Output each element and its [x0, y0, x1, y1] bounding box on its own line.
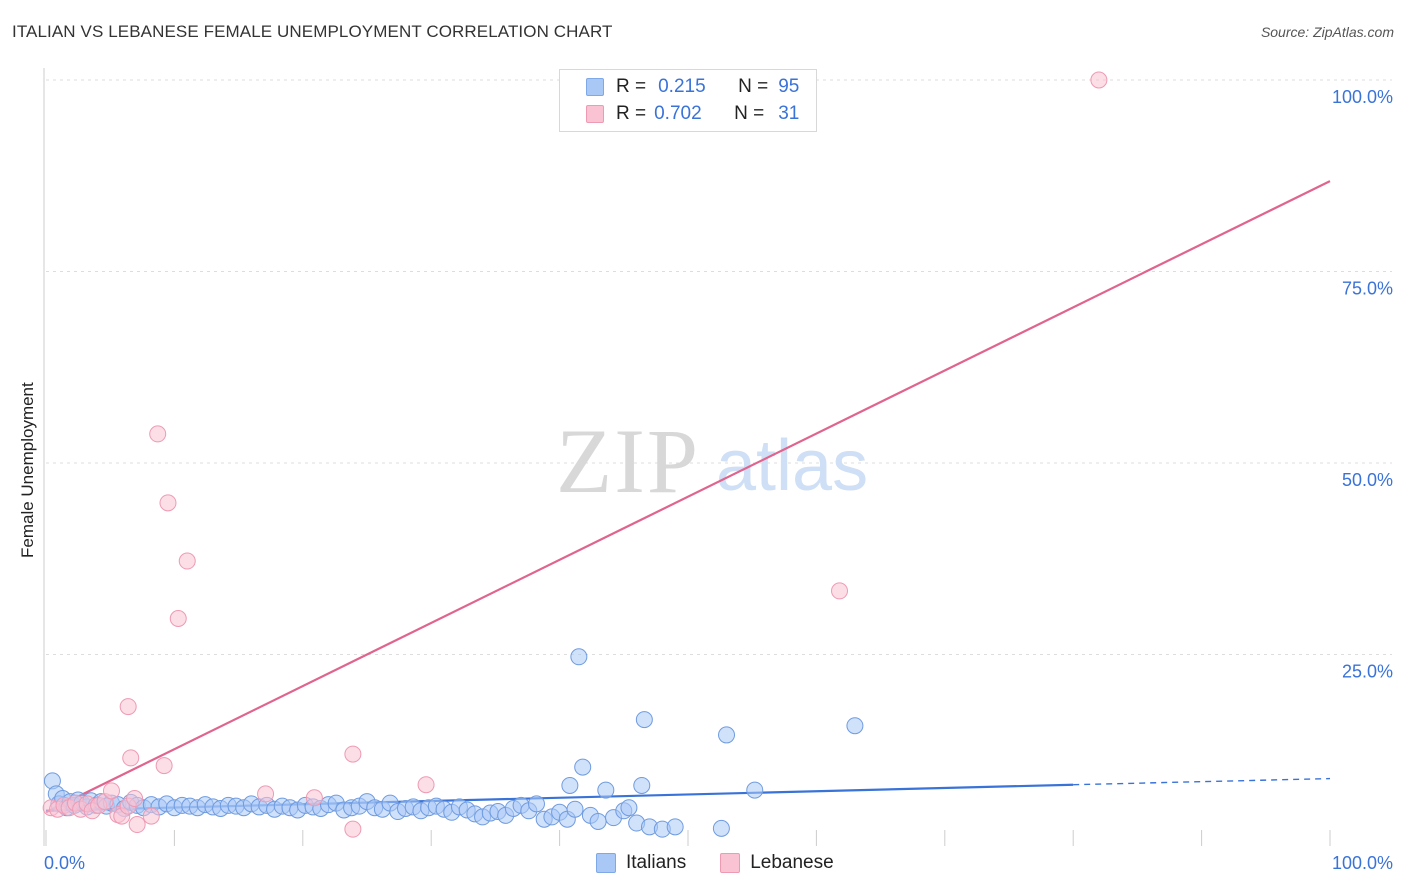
italians-point [718, 726, 736, 744]
lebanese-point [831, 582, 849, 600]
legend-label-italians: Italians [626, 852, 687, 873]
lebanese-point [126, 790, 144, 808]
italians-point [589, 812, 607, 830]
r-value: 0.702 [654, 103, 702, 124]
y-tick-label: 25.0% [1342, 662, 1393, 682]
italians-trend-extension [1073, 777, 1331, 786]
lebanese-point [102, 782, 120, 800]
source-label: Source: ZipAtlas.com [1260, 24, 1394, 40]
lebanese-point [257, 785, 275, 803]
lebanese-point [122, 749, 140, 767]
lebanese-swatch [720, 853, 741, 873]
italians-point [620, 799, 638, 817]
n-key: N = [734, 103, 765, 124]
n-value: 31 [778, 103, 800, 124]
lebanese-trend-line [45, 180, 1331, 814]
italians-point [846, 717, 864, 735]
italians-swatch [596, 853, 616, 873]
lebanese-point [1090, 71, 1108, 89]
r-key: R = [616, 76, 647, 97]
ticks-layer: 25.0% 50.0% 75.0% 100.0% 0.0% 100.0% [44, 87, 1393, 873]
lebanese-swatch [586, 105, 604, 123]
lebanese-point [142, 807, 160, 825]
x-tick-label: 0.0% [44, 853, 85, 873]
legend-label-lebanese: Lebanese [750, 852, 834, 873]
trend-layer [45, 180, 1331, 814]
stats-legend: R = 0.215 N = 95 R = 0.702 N = 31 [559, 69, 817, 132]
italians-point [527, 795, 545, 813]
lebanese-point [169, 609, 187, 627]
legend-row-italians: R = 0.215 N = 95 [586, 75, 799, 99]
lebanese-point [344, 820, 362, 838]
italians-point [633, 776, 651, 794]
n-key: N = [738, 76, 769, 97]
lebanese-point [178, 552, 196, 570]
legend-item-lebanese[interactable]: Lebanese [720, 852, 834, 874]
italians-swatch [586, 78, 604, 96]
lebanese-point [149, 425, 167, 443]
legend-item-italians[interactable]: Italians [596, 852, 686, 874]
x-tick-label: 100.0% [1332, 853, 1393, 873]
series-legend: Italians Lebanese [596, 852, 868, 874]
lebanese-point [417, 776, 435, 794]
watermark-atlas: atlas [716, 426, 868, 506]
italians-point [574, 758, 592, 776]
lebanese-point [305, 789, 323, 807]
italians-point [570, 648, 588, 666]
points-layer [42, 71, 1108, 838]
r-value: 0.215 [658, 76, 706, 97]
lebanese-point [119, 698, 137, 716]
y-tick-label: 50.0% [1342, 470, 1393, 490]
lebanese-point [155, 757, 173, 775]
lebanese-point [159, 494, 177, 512]
italians-point [566, 800, 584, 818]
watermark-zip: ZIP [556, 410, 700, 512]
n-value: 95 [778, 76, 800, 97]
r-key: R = [616, 103, 647, 124]
italians-point [666, 818, 684, 836]
italians-point [635, 711, 653, 729]
y-tick-label: 100.0% [1332, 87, 1393, 107]
lebanese-point [344, 745, 362, 763]
italians-point [597, 781, 615, 799]
y-tick-label: 75.0% [1342, 279, 1393, 299]
lebanese-point [128, 816, 146, 834]
y-axis-label: Female Unemployment [18, 382, 37, 558]
chart-title: ITALIAN VS LEBANESE FEMALE UNEMPLOYMENT … [12, 22, 613, 41]
italians-point [746, 781, 764, 799]
legend-row-lebanese: R = 0.702 N = 31 [586, 102, 799, 126]
italians-point [712, 819, 730, 837]
italians-point [561, 776, 579, 794]
